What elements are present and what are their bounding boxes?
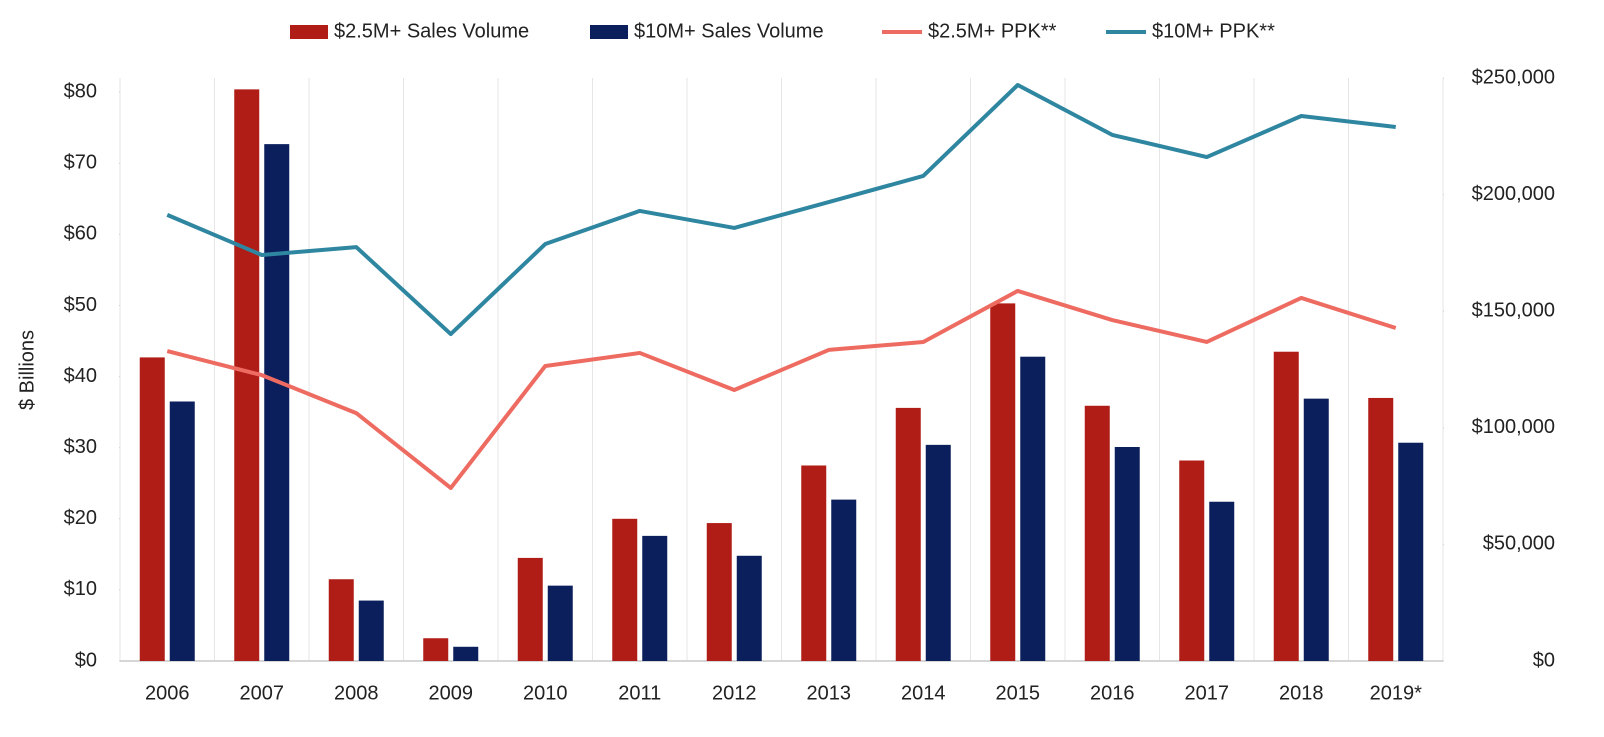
- y-tick-label: $80: [64, 81, 97, 103]
- bar: [925, 444, 951, 661]
- bar: [547, 585, 573, 661]
- bar: [990, 303, 1016, 661]
- y-tick-label: $30: [64, 436, 97, 458]
- x-tick-label: 2017: [1185, 682, 1230, 704]
- bar: [831, 499, 857, 661]
- bar: [612, 518, 638, 661]
- bar: [1179, 460, 1205, 661]
- y-tick-label: $60: [64, 223, 97, 245]
- bar: [517, 557, 543, 661]
- y2-tick-label: $200,000: [1472, 183, 1555, 205]
- legend-swatch: [590, 25, 628, 39]
- bar: [895, 407, 921, 661]
- x-tick-label: 2006: [145, 682, 190, 704]
- x-tick-label: 2016: [1090, 682, 1135, 704]
- bar: [139, 357, 165, 661]
- x-tick-label: 2008: [334, 682, 379, 704]
- legend-label: $2.5M+ PPK**: [928, 20, 1057, 42]
- bar: [1368, 397, 1394, 661]
- bar: [1398, 442, 1424, 661]
- y-tick-label: $40: [64, 365, 97, 387]
- y2-tick-label: $150,000: [1472, 299, 1555, 321]
- legend-label: $10M+ Sales Volume: [634, 20, 824, 42]
- y-tick-label: $0: [75, 649, 97, 671]
- x-tick-label: 2010: [523, 682, 568, 704]
- y-tick-label: $50: [64, 294, 97, 316]
- bar: [1303, 398, 1329, 661]
- bar: [358, 600, 384, 661]
- x-tick-label: 2014: [901, 682, 946, 704]
- legend-label: $2.5M+ Sales Volume: [334, 20, 529, 42]
- x-tick-label: 2011: [618, 682, 661, 704]
- x-tick-label: 2012: [712, 682, 757, 704]
- bar: [736, 555, 762, 661]
- bar: [264, 144, 290, 661]
- bar: [1084, 405, 1110, 661]
- y2-tick-label: $50,000: [1483, 533, 1555, 555]
- legend-label: $10M+ PPK**: [1152, 20, 1275, 42]
- y-tick-label: $20: [64, 507, 97, 529]
- bar: [1114, 446, 1140, 661]
- y2-tick-label: $100,000: [1472, 416, 1555, 438]
- x-tick-label: 2013: [807, 682, 852, 704]
- y-tick-label: $10: [64, 578, 97, 600]
- y2-tick-label: $250,000: [1472, 66, 1555, 88]
- bar: [801, 465, 827, 661]
- bar: [328, 579, 354, 661]
- y-tick-label: $70: [64, 152, 97, 174]
- bar: [1209, 501, 1235, 661]
- bar: [1273, 351, 1299, 661]
- x-tick-label: 2018: [1279, 682, 1324, 704]
- legend-swatch: [290, 25, 328, 39]
- x-tick-label: 2007: [240, 682, 285, 704]
- y-axis-label: $ Billions: [16, 330, 38, 410]
- x-tick-label: 2015: [996, 682, 1041, 704]
- bar: [169, 401, 195, 661]
- y2-tick-label: $0: [1533, 649, 1555, 671]
- bar: [1020, 356, 1046, 661]
- bar: [642, 535, 668, 661]
- bar: [453, 646, 479, 661]
- line: [166, 82, 1396, 337]
- bar: [706, 523, 732, 661]
- line: [166, 288, 1397, 490]
- x-tick-label: 2009: [429, 682, 474, 704]
- x-tick-label: 2019*: [1370, 682, 1422, 704]
- bar: [423, 638, 449, 661]
